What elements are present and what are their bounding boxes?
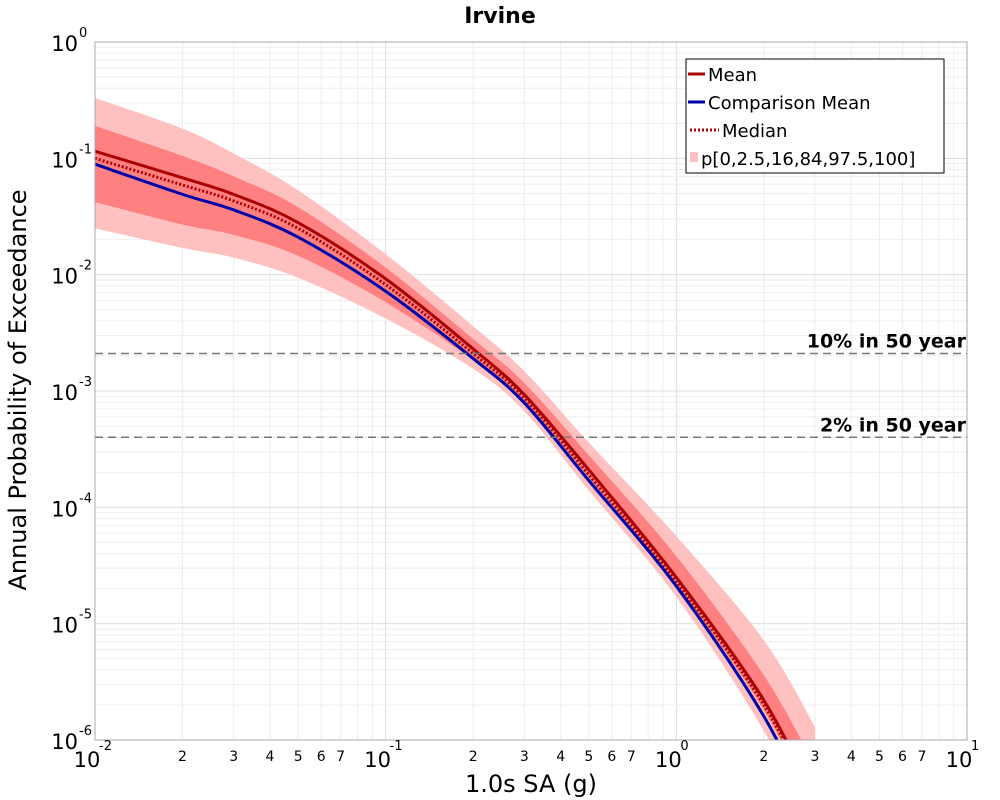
- band-outer: [95, 98, 816, 740]
- y-tick-label: 10: [51, 32, 78, 56]
- y-tick-exponent: -4: [79, 491, 92, 506]
- reference-lines: 10% in 50 year 2% in 50 year: [95, 331, 967, 439]
- y-tick-exponent: -2: [79, 259, 92, 274]
- x-minor-tick-label: 3: [229, 749, 238, 765]
- x-minor-tick-label: 2: [759, 749, 768, 765]
- x-tick-exponent: -2: [99, 739, 112, 754]
- y-tick-label: 10: [51, 497, 78, 521]
- x-minor-tick-label: 5: [584, 749, 593, 765]
- legend-label-mean: Mean: [708, 65, 757, 86]
- x-minor-tick-label: 3: [520, 749, 529, 765]
- plot-frame: [94, 41, 968, 741]
- x-minor-tick-label: 2: [469, 749, 478, 765]
- y-tick-exponent: -5: [79, 608, 92, 623]
- y-tick-label: 10: [51, 148, 78, 172]
- x-minor-tick-label: 6: [317, 749, 326, 765]
- y-tick-label: 10: [51, 614, 78, 638]
- x-tick-label: 10: [364, 748, 391, 772]
- x-minor-tick-label: 6: [898, 749, 907, 765]
- y-tick-exponent: 0: [79, 26, 87, 41]
- y-tick-label: 10: [51, 730, 78, 754]
- x-minor-tick-label: 2: [178, 749, 187, 765]
- y-tick-label: 10: [51, 265, 78, 289]
- series-line-comparison-mean: [95, 162, 779, 740]
- x-minor-tick-label: 5: [875, 749, 884, 765]
- x-tick-exponent: 0: [680, 739, 688, 754]
- series-line-mean: [95, 149, 788, 740]
- y-tick-exponent: -1: [79, 142, 92, 157]
- legend-label-comparison-mean: Comparison Mean: [708, 93, 871, 114]
- y-axis-label: Annual Probability of Exceedance: [4, 189, 32, 590]
- reference-line-label: 2% in 50 year: [820, 414, 967, 436]
- x-minor-tick-label: 5: [294, 749, 303, 765]
- legend-swatch-bands: [690, 152, 698, 162]
- x-tick-label: 10: [655, 748, 682, 772]
- x-minor-tick-label: 3: [811, 749, 820, 765]
- legend-label-bands: p[0,2.5,16,84,97.5,100]: [701, 149, 915, 170]
- legend-box: [685, 58, 945, 174]
- legend: Mean Comparison Mean Median p[0,2.5,16,8…: [685, 58, 945, 174]
- reference-line-label: 10% in 50 year: [807, 331, 967, 353]
- x-tick-label: 10: [74, 748, 101, 772]
- y-tick-label: 10: [51, 381, 78, 405]
- x-minor-tick-label: 7: [918, 749, 927, 765]
- x-minor-tick-label: 4: [847, 749, 856, 765]
- x-tick-exponent: -1: [390, 739, 403, 754]
- y-tick-exponent: -6: [79, 724, 92, 739]
- series-lines: [95, 149, 788, 740]
- x-axis-label: 1.0s SA (g): [465, 770, 597, 798]
- x-minor-tick-label: 4: [266, 749, 275, 765]
- x-tick-label: 10: [946, 748, 973, 772]
- legend-label-median: Median: [722, 121, 787, 142]
- y-tick-exponent: -3: [79, 375, 92, 390]
- x-minor-tick-label: 7: [336, 749, 345, 765]
- chart-title: Irvine: [464, 4, 536, 29]
- x-minor-tick-label: 7: [627, 749, 636, 765]
- x-minor-tick-label: 4: [556, 749, 565, 765]
- x-minor-tick-label: 6: [607, 749, 616, 765]
- x-tick-exponent: 1: [971, 739, 979, 754]
